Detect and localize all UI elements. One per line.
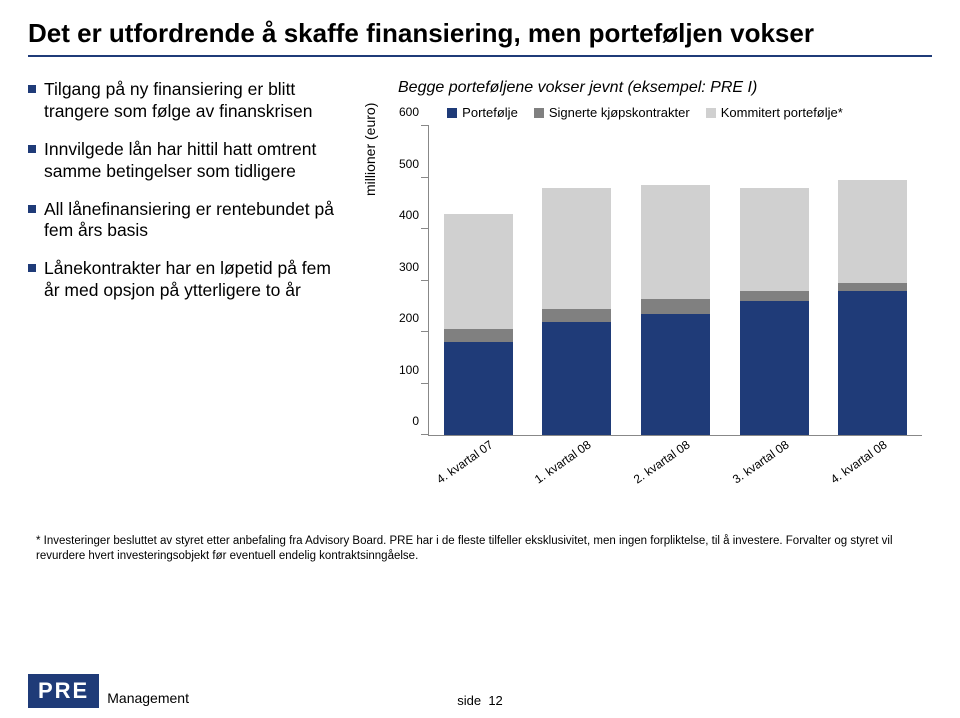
- plot-region: 4. kvartal 07 1. kvartal 08 2. kvartal 08 3…: [428, 126, 922, 436]
- chart-column: Begge porteføljene vokser jevnt (eksempe…: [358, 79, 932, 506]
- bar-segment: [740, 188, 809, 291]
- y-axis-label: millioner (euro): [362, 103, 378, 196]
- chart-area: millioner (euro) 4. kvartal 071. kvartal…: [368, 126, 932, 506]
- chart-legend: Portefølje Signerte kjøpskontrakter Komm…: [358, 105, 932, 120]
- page-label: side: [457, 693, 481, 708]
- bar-segment: [838, 283, 907, 291]
- bar-segment: [444, 329, 513, 342]
- y-tick: [421, 331, 429, 332]
- bar-group: 4. kvartal 08: [838, 126, 907, 435]
- bullet-list: Tilgang på ny finansiering er blitt tran…: [28, 79, 338, 302]
- logo-main: PRE: [28, 674, 99, 708]
- page-number: side 12: [457, 693, 503, 708]
- bars-container: 4. kvartal 07 1. kvartal 08 2. kvartal 08 3…: [429, 126, 922, 435]
- bar-segment: [838, 180, 907, 283]
- bar-segment: [641, 314, 710, 435]
- bullet-item: Innvilgede lån har hittil hatt omtrent s…: [28, 139, 338, 183]
- page-title: Det er utfordrende å skaffe finansiering…: [28, 18, 932, 57]
- legend-label: Portefølje: [462, 105, 518, 120]
- footnote: * Investeringer besluttet av styret ette…: [28, 534, 932, 564]
- legend-item: Kommitert portefølje*: [706, 105, 843, 120]
- bar-segment: [444, 214, 513, 330]
- y-tick-label: 500: [385, 157, 419, 171]
- bar-group: 3. kvartal 08: [740, 126, 809, 435]
- y-tick-label: 200: [385, 311, 419, 325]
- y-tick: [421, 383, 429, 384]
- logo: PRE Management: [28, 674, 189, 708]
- chart-title: Begge porteføljene vokser jevnt (eksempe…: [358, 79, 932, 97]
- y-tick-label: 100: [385, 363, 419, 377]
- y-tick-label: 300: [385, 260, 419, 274]
- bar-segment: [444, 342, 513, 435]
- x-tick-label: 4. kvartal 07: [434, 438, 488, 475]
- bar-segment: [838, 291, 907, 435]
- bullet-item: Lånekontrakter har en løpetid på fem år …: [28, 258, 338, 302]
- bullet-item: Tilgang på ny finansiering er blitt tran…: [28, 79, 338, 123]
- bar-segment: [641, 299, 710, 314]
- y-tick: [421, 280, 429, 281]
- x-tick-label: 3. kvartal 08: [730, 438, 784, 475]
- bullet-item: All lånefinansiering er rentebundet på f…: [28, 199, 338, 243]
- bar-segment: [542, 322, 611, 435]
- footer: PRE Management side 12: [28, 674, 932, 708]
- bullet-column: Tilgang på ny finansiering er blitt tran…: [28, 79, 358, 506]
- y-tick: [421, 125, 429, 126]
- legend-swatch: [447, 108, 457, 118]
- x-tick-label: 1. kvartal 08: [532, 438, 586, 475]
- y-tick: [421, 434, 429, 435]
- x-tick-label: 2. kvartal 08: [631, 438, 685, 475]
- bar-segment: [641, 185, 710, 298]
- bar-segment: [740, 301, 809, 435]
- legend-label: Kommitert portefølje*: [721, 105, 843, 120]
- bar-segment: [542, 309, 611, 322]
- bar-group: 2. kvartal 08: [641, 126, 710, 435]
- content-row: Tilgang på ny finansiering er blitt tran…: [28, 79, 932, 506]
- legend-item: Portefølje: [447, 105, 518, 120]
- legend-swatch: [534, 108, 544, 118]
- y-tick-label: 400: [385, 208, 419, 222]
- legend-swatch: [706, 108, 716, 118]
- bar-segment: [542, 188, 611, 309]
- legend-item: Signerte kjøpskontrakter: [534, 105, 690, 120]
- page-num: 12: [488, 693, 502, 708]
- bar-group: 1. kvartal 08: [542, 126, 611, 435]
- logo-sub: Management: [107, 690, 189, 708]
- bar-group: 4. kvartal 07: [444, 126, 513, 435]
- slide: Det er utfordrende å skaffe finansiering…: [0, 0, 960, 718]
- bar-segment: [740, 291, 809, 301]
- y-tick-label: 0: [385, 414, 419, 428]
- y-tick-label: 600: [385, 105, 419, 119]
- y-tick: [421, 228, 429, 229]
- x-tick-label: 4. kvartal 08: [828, 438, 882, 475]
- y-tick: [421, 177, 429, 178]
- legend-label: Signerte kjøpskontrakter: [549, 105, 690, 120]
